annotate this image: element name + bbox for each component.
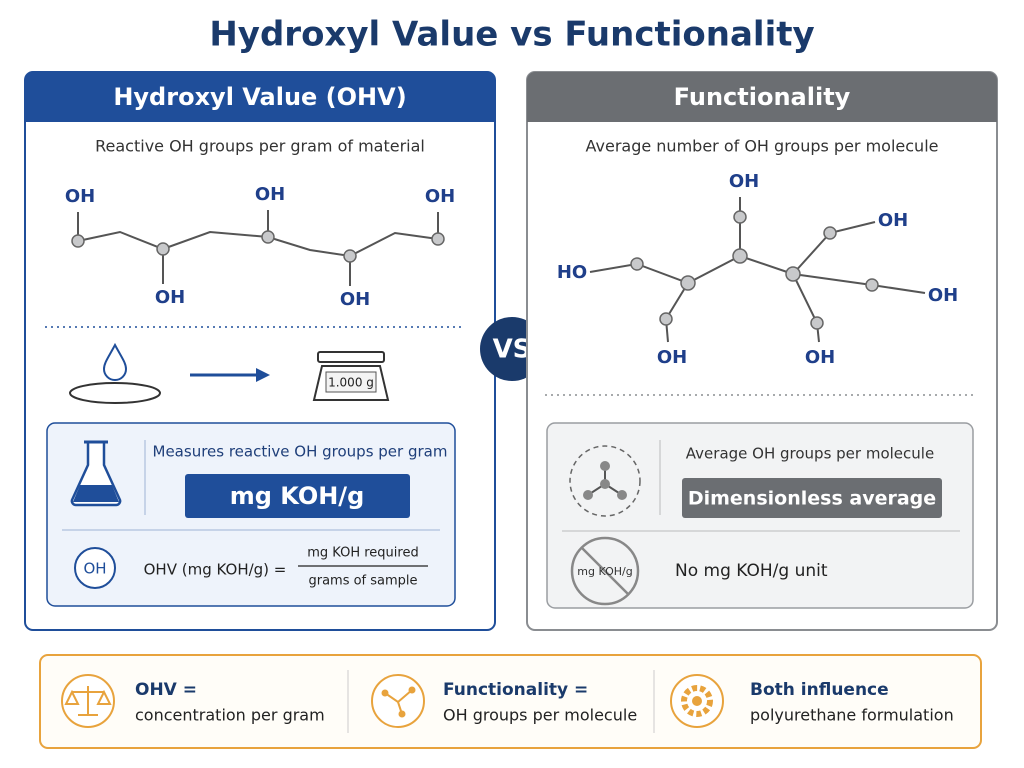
oh-label: OH — [340, 289, 370, 310]
formula-numerator: mg KOH required — [307, 546, 418, 561]
atom — [680, 275, 696, 291]
panel-header: Functionality — [674, 83, 851, 111]
oh-label: OH — [729, 171, 759, 192]
panel-header: Hydroxyl Value (OHV) — [113, 83, 406, 111]
oh-label: OH — [657, 347, 687, 368]
no-unit-ring — [570, 536, 640, 606]
unit: mg KOH/g — [230, 482, 365, 510]
formula-lhs: OHV (mg KOH/g) = — [144, 561, 287, 579]
unit-badge — [682, 478, 942, 518]
molecule-icon-atom — [381, 689, 389, 697]
droplet — [102, 342, 128, 381]
definition: Average OH groups per molecule — [686, 445, 934, 463]
atom — [823, 226, 837, 240]
molecule-icon-atom — [600, 479, 610, 489]
atom — [785, 266, 801, 282]
atom — [343, 249, 357, 263]
oh-icon-label: OH — [83, 560, 106, 578]
atom — [659, 312, 673, 326]
gear-icon — [681, 685, 713, 717]
no-unit-icon-label: mg KOH/g — [577, 565, 632, 578]
chain-molecule: OH OH OH OH OH — [65, 184, 455, 310]
summary-text: concentration per gram — [135, 706, 325, 725]
panel-header-bg — [527, 72, 997, 122]
atom — [732, 248, 748, 264]
branched-molecule: OH OH HO OH OH OH — [557, 171, 958, 368]
atom — [733, 210, 747, 224]
arrow-head — [256, 368, 270, 382]
atom — [156, 242, 170, 256]
oh-label: OH — [155, 287, 185, 308]
scale-pan — [317, 351, 385, 363]
oh-label: OH — [65, 186, 95, 207]
title: Hydroxyl Value vs Functionality — [209, 15, 814, 55]
flask-liquid — [73, 485, 119, 502]
definition: Measures reactive OH groups per gram — [153, 443, 448, 461]
unit: Dimensionless average — [688, 488, 936, 510]
oh-label: OH — [425, 186, 455, 207]
oh-label: OH — [878, 210, 908, 231]
right-panel: Functionality Average number of OH group… — [526, 71, 998, 631]
panel-subtitle: Average number of OH groups per molecule — [586, 137, 939, 156]
molecule-icon-atom — [398, 710, 406, 718]
panel-subtitle: Reactive OH groups per gram of material — [95, 137, 425, 156]
scale-reading: 1.000 g — [328, 376, 374, 390]
no-unit-slash — [581, 547, 629, 595]
gear-icon-hub — [692, 696, 702, 706]
dish — [69, 382, 161, 404]
oh-label: OH — [805, 347, 835, 368]
unit-badge — [185, 474, 410, 518]
molecule-icon-atom — [617, 490, 627, 500]
no-unit: No mg KOH/g unit — [675, 561, 828, 581]
oh-label: HO — [557, 262, 587, 283]
atom — [431, 232, 445, 246]
molecule-icon-ring — [569, 445, 641, 517]
flask-icon — [70, 440, 122, 507]
sample-icons: 1.000 g — [69, 342, 390, 404]
atom — [71, 234, 85, 248]
atom — [865, 278, 879, 292]
summary: OHV = concentration per gram Functionali… — [39, 654, 982, 749]
scale-display — [325, 371, 377, 393]
summary-frame — [39, 654, 982, 749]
left-panel: Hydroxyl Value (OHV) Reactive OH groups … — [24, 71, 496, 631]
summary-label: Functionality = — [443, 680, 588, 700]
summary-text: OH groups per molecule — [443, 706, 637, 725]
molecule-icon-atom — [600, 461, 610, 471]
atom — [810, 316, 824, 330]
summary-label: OHV = — [135, 680, 197, 700]
oh-label: OH — [255, 184, 285, 205]
oh-label: OH — [928, 285, 958, 306]
panel-header-bg — [25, 72, 495, 122]
oh-bonds — [77, 210, 439, 286]
summary-label: Both influence — [750, 680, 889, 700]
summary-text: polyurethane formulation — [750, 706, 954, 725]
atom — [261, 230, 275, 244]
formula-denominator: grams of sample — [308, 574, 417, 589]
balance-icon — [64, 686, 112, 716]
molecule-icon-atom — [583, 490, 593, 500]
molecule-icon-atom — [408, 686, 416, 694]
atom — [630, 257, 644, 271]
oh-icon — [74, 547, 116, 589]
vs-label: VS — [493, 335, 532, 365]
